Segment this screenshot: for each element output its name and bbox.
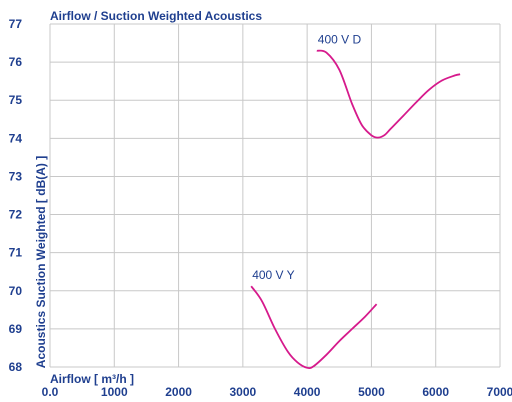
grid	[49, 23, 501, 368]
x-tick-label: 1000	[101, 385, 128, 399]
series-label-400-v-d: 400 V D	[318, 33, 362, 47]
y-tick-label: 75	[9, 93, 23, 107]
y-tick-label: 71	[9, 246, 23, 260]
y-tick-label: 70	[9, 284, 23, 298]
y-tick-label: 69	[9, 322, 23, 336]
x-tick-label: 0.0	[42, 385, 59, 399]
x-tick-label: 7000	[487, 385, 512, 399]
y-tick-labels: 68 69 70 71 72 73 74 75 76 77	[9, 17, 23, 374]
series-line-400-v-d	[316, 49, 461, 139]
y-tick-label: 73	[9, 169, 23, 183]
x-tick-labels: 0.0 1000 2000 3000 4000 5000 6000 7000	[42, 385, 512, 399]
x-tick-label: 2000	[165, 385, 192, 399]
series-line-400-v-y	[250, 285, 378, 370]
x-tick-label: 5000	[358, 385, 385, 399]
series-label-400-v-y: 400 V Y	[252, 268, 294, 282]
x-tick-label: 3000	[230, 385, 257, 399]
x-axis-label: Airflow [ m³/h ]	[50, 372, 134, 386]
x-tick-label: 4000	[294, 385, 321, 399]
y-tick-label: 76	[9, 55, 23, 69]
chart-title: Airflow / Suction Weighted Acoustics	[50, 9, 262, 23]
y-axis-label: Acoustics Suction Weighted [ dB(A) ]	[34, 156, 48, 368]
y-tick-label: 72	[9, 208, 23, 222]
series-layer: 400 V D 400 V Y	[250, 33, 461, 370]
x-tick-label: 6000	[422, 385, 449, 399]
y-tick-label: 74	[9, 131, 23, 145]
y-tick-label: 77	[9, 17, 23, 31]
y-tick-label: 68	[9, 360, 23, 374]
